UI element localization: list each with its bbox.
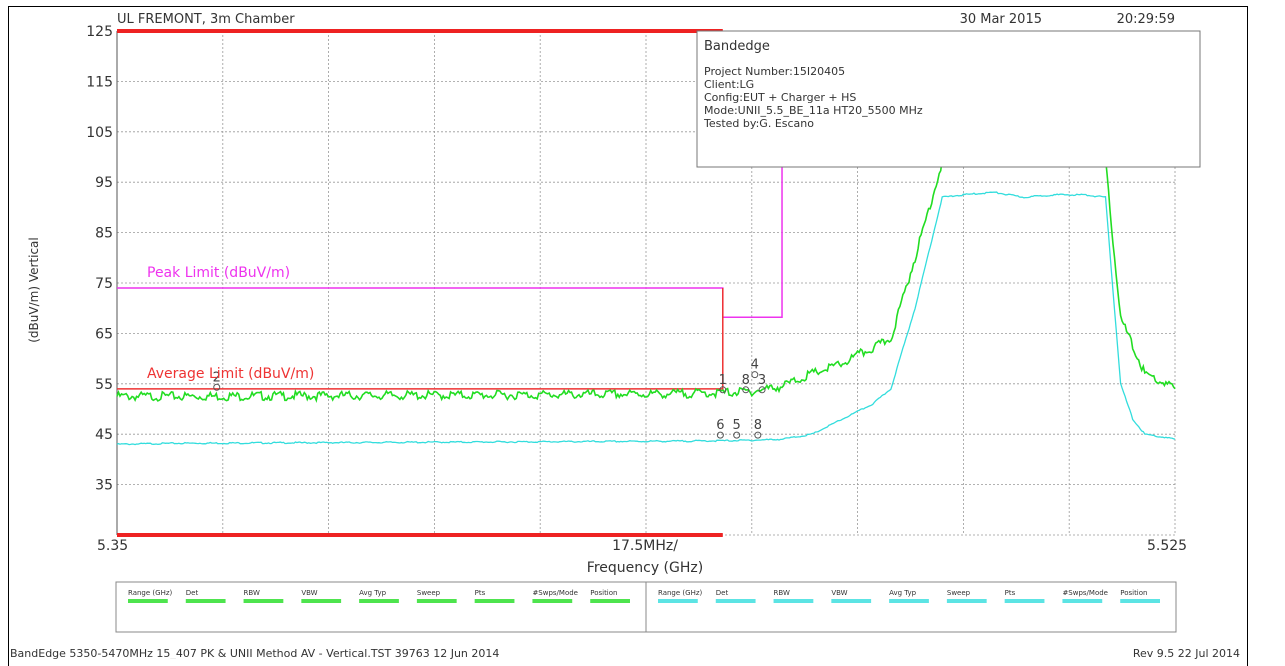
- marker-point: [716, 431, 724, 439]
- y-tick-label: 125: [86, 24, 113, 40]
- table-header: Position: [1120, 589, 1147, 597]
- info-box: Bandedge Project Number:15I20405 Client:…: [696, 30, 1201, 168]
- table-value: [128, 599, 168, 603]
- marker-point: [719, 386, 727, 394]
- average-limit-line: [117, 288, 724, 390]
- table-value: [590, 599, 630, 603]
- y-tick-label: 85: [95, 226, 113, 242]
- peak-limit-label: Peak Limit (dBuV/m): [147, 265, 290, 281]
- marker-label: 6: [716, 418, 724, 433]
- table-value: [946, 599, 987, 603]
- limit-lines: [117, 29, 783, 537]
- y-tick-label: 45: [95, 427, 113, 443]
- marker-label: 3: [758, 373, 766, 388]
- info-line-project: Project Number:15I20405: [704, 65, 845, 78]
- table-value: [301, 599, 342, 603]
- table-header: Range (GHz): [128, 589, 173, 597]
- table-value: [1004, 599, 1045, 603]
- table-value: [185, 599, 226, 603]
- table-header: Range (GHz): [658, 589, 703, 597]
- header-date: 30 Mar 2015: [960, 12, 1042, 27]
- y-tick-label: 55: [95, 377, 113, 393]
- table-header: Position: [590, 589, 617, 597]
- marker-point: [754, 431, 762, 439]
- header-site: UL FREMONT, 3m Chamber: [117, 12, 295, 27]
- marker-point: [733, 431, 741, 439]
- table-header: Avg Typ: [889, 589, 917, 597]
- marker-label: 8: [742, 373, 750, 388]
- table-header: Sweep: [417, 589, 441, 597]
- x-axis-label: Frequency (GHz): [587, 560, 703, 576]
- table-value: [359, 599, 399, 603]
- y-tick-label: 75: [95, 276, 113, 292]
- marker-label: 1: [719, 373, 727, 388]
- table-value: [1120, 599, 1160, 603]
- table-value: [889, 599, 929, 603]
- table-header: Pts: [1005, 589, 1016, 597]
- footer-right: Rev 9.5 22 Jul 2014: [1133, 647, 1240, 659]
- marker-label: 2: [213, 370, 221, 385]
- report-frame: [8, 6, 1248, 666]
- table-value: [416, 599, 457, 603]
- table-value: [831, 599, 872, 603]
- info-line-mode: Mode:UNII_5.5_BE_11a HT20_5500 MHz: [704, 104, 923, 117]
- peak-limit-line: [117, 167, 783, 319]
- marker-point: [213, 383, 221, 391]
- marker-label: 5: [733, 418, 741, 433]
- table-header: RBW: [774, 589, 790, 597]
- y-tick-label: 95: [95, 175, 113, 191]
- footer-left: BandEdge 5350-5470MHz 15_407 PK & UNII M…: [10, 647, 499, 659]
- marker-label: 4: [751, 358, 759, 373]
- table-header: RBW: [244, 589, 260, 597]
- x-end-label: 5.525: [1147, 538, 1187, 554]
- average-limit-label: Average Limit (dBuV/m): [147, 366, 314, 382]
- marker-point: [751, 371, 759, 379]
- info-line-client: Client:LG: [704, 78, 754, 91]
- marker-point: [758, 386, 766, 394]
- table-header: Sweep: [947, 589, 971, 597]
- y-tick-label: 35: [95, 478, 113, 494]
- marker-label: 8: [754, 418, 762, 433]
- info-title: Bandedge: [704, 39, 770, 54]
- y-tick-label: 65: [95, 326, 113, 342]
- table-value: [532, 599, 573, 603]
- table-header: Pts: [475, 589, 486, 597]
- table-value: [243, 599, 284, 603]
- table-header: VBW: [831, 589, 847, 597]
- settings-table: Range (GHz) Det RBW VBW Avg Typ Sweep Pts #Swps…: [115, 581, 1177, 633]
- table-value: [715, 599, 756, 603]
- table-header: #Swps/Mode: [532, 589, 578, 597]
- table-value: [658, 599, 698, 603]
- table-value: [773, 599, 814, 603]
- table-value: [1062, 599, 1103, 603]
- y-axis-label: (dBuV/m) Vertical: [27, 237, 41, 343]
- average-trace: [116, 191, 1176, 446]
- header-time: 20:29:59: [1117, 12, 1175, 27]
- y-tick-label: 115: [86, 74, 113, 90]
- x-span-label: 17.5MHz/: [612, 538, 678, 554]
- table-header: #Swps/Mode: [1062, 589, 1108, 597]
- markers: 412 8 36 5 8: [213, 358, 766, 439]
- y-tick-labels: 125 115 105 95 85 75 65 55 45 35: [86, 24, 113, 494]
- table-value: [474, 599, 515, 603]
- marker-point: [742, 386, 750, 394]
- table-header: Det: [186, 589, 199, 597]
- table-header: Det: [716, 589, 729, 597]
- table-header: Avg Typ: [359, 589, 387, 597]
- y-tick-label: 105: [86, 125, 113, 141]
- info-line-config: Config:EUT + Charger + HS: [704, 91, 856, 104]
- info-line-tester: Tested by:G. Escano: [703, 117, 814, 130]
- x-start-label: 5.35: [97, 538, 128, 554]
- table-header: VBW: [301, 589, 317, 597]
